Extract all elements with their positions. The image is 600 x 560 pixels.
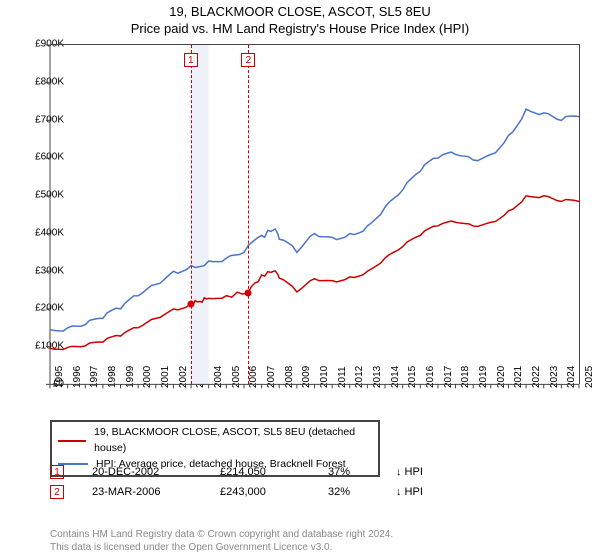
- transaction-marker-1-num: 1: [54, 467, 60, 478]
- transaction-marker-2-num: 2: [54, 487, 60, 498]
- transaction-1-vs: ↓ HPI: [396, 466, 423, 478]
- x-tick-label: 2025: [584, 366, 595, 388]
- event-marker-2: 2: [241, 53, 255, 67]
- chart-plot-area: 12: [50, 44, 580, 384]
- transaction-row-2: 2 23-MAR-2006 £243,000 32% ↓ HPI: [50, 482, 580, 502]
- transaction-1-date: 20-DEC-2002: [92, 466, 192, 478]
- series-property: [50, 196, 579, 350]
- transaction-2-price: £243,000: [220, 486, 300, 498]
- event-marker-1: 1: [184, 53, 198, 67]
- legend-item-property: 19, BLACKMOOR CLOSE, ASCOT, SL5 8EU (det…: [58, 425, 372, 457]
- footer-note: Contains HM Land Registry data © Crown c…: [50, 528, 393, 554]
- transaction-2-date: 23-MAR-2006: [92, 486, 192, 498]
- transaction-1-price: £214,050: [220, 466, 300, 478]
- event-line-2: [248, 45, 249, 384]
- chart-svg: [50, 45, 579, 384]
- event-line-1: [191, 45, 192, 384]
- chart-container: 19, BLACKMOOR CLOSE, ASCOT, SL5 8EU Pric…: [0, 0, 600, 560]
- transaction-row-1: 1 20-DEC-2002 £214,050 37% ↓ HPI: [50, 462, 580, 482]
- event-dot-1: [187, 301, 194, 308]
- transaction-1-pct: 37%: [328, 466, 368, 478]
- legend-swatch-property: [58, 440, 86, 442]
- transaction-2-vs: ↓ HPI: [396, 486, 423, 498]
- transaction-marker-1: 1: [50, 465, 64, 479]
- event-dot-2: [245, 290, 252, 297]
- transaction-2-pct: 32%: [328, 486, 368, 498]
- transaction-list: 1 20-DEC-2002 £214,050 37% ↓ HPI 2 23-MA…: [50, 462, 580, 502]
- series-hpi: [50, 109, 579, 331]
- title-line1: 19, BLACKMOOR CLOSE, ASCOT, SL5 8EU: [0, 4, 600, 19]
- title-block: 19, BLACKMOOR CLOSE, ASCOT, SL5 8EU Pric…: [0, 0, 600, 36]
- transaction-marker-2: 2: [50, 485, 64, 499]
- legend-label-property: 19, BLACKMOOR CLOSE, ASCOT, SL5 8EU (det…: [94, 425, 372, 457]
- footer-line2: This data is licensed under the Open Gov…: [50, 541, 393, 554]
- title-line2: Price paid vs. HM Land Registry's House …: [0, 21, 600, 36]
- footer-line1: Contains HM Land Registry data © Crown c…: [50, 528, 393, 541]
